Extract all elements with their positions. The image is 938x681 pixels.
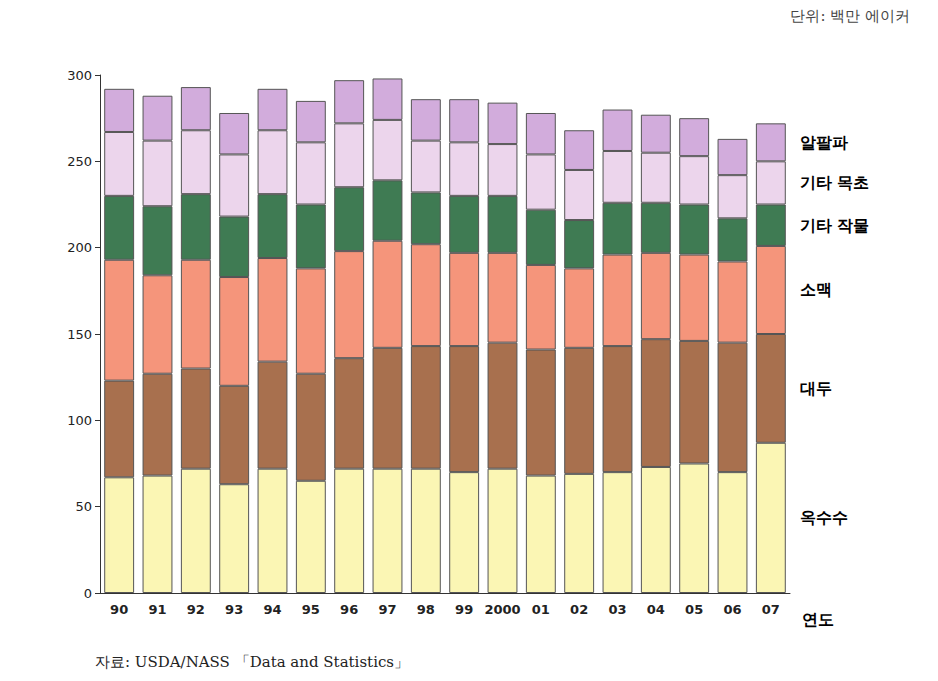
svg-text:99: 99 — [455, 602, 473, 617]
svg-text:기타 작물: 기타 작물 — [800, 216, 870, 235]
svg-text:옥수수: 옥수수 — [800, 508, 848, 527]
svg-text:기타 목초: 기타 목초 — [800, 173, 870, 192]
svg-text:250: 250 — [67, 154, 92, 169]
svg-text:150: 150 — [67, 327, 92, 342]
svg-text:06: 06 — [723, 602, 741, 617]
svg-text:알팔파: 알팔파 — [800, 133, 848, 152]
svg-text:연도: 연도 — [802, 610, 834, 629]
svg-text:04: 04 — [647, 602, 665, 617]
svg-text:07: 07 — [762, 602, 780, 617]
svg-text:단위: 백만 에이커: 단위: 백만 에이커 — [790, 7, 910, 25]
svg-text:소맥: 소맥 — [800, 280, 832, 299]
svg-text:200: 200 — [67, 240, 92, 255]
svg-text:03: 03 — [608, 602, 626, 617]
svg-text:2000: 2000 — [484, 602, 520, 617]
svg-text:대두: 대두 — [800, 379, 832, 398]
svg-text:93: 93 — [225, 602, 243, 617]
svg-text:97: 97 — [378, 602, 396, 617]
svg-text:01: 01 — [532, 602, 550, 617]
svg-text:0: 0 — [84, 586, 92, 601]
svg-text:95: 95 — [302, 602, 320, 617]
svg-text:91: 91 — [148, 602, 166, 617]
svg-text:300: 300 — [67, 68, 92, 83]
svg-text:90: 90 — [110, 602, 128, 617]
svg-text:98: 98 — [417, 602, 435, 617]
svg-text:50: 50 — [75, 499, 92, 514]
svg-text:96: 96 — [340, 602, 358, 617]
svg-text:자료: USDA/NASS 「Data and Statis: 자료: USDA/NASS 「Data and Statistics」 — [95, 653, 409, 671]
svg-text:94: 94 — [263, 602, 281, 617]
svg-text:92: 92 — [187, 602, 205, 617]
svg-text:05: 05 — [685, 602, 703, 617]
svg-text:02: 02 — [570, 602, 588, 617]
svg-text:100: 100 — [67, 413, 92, 428]
